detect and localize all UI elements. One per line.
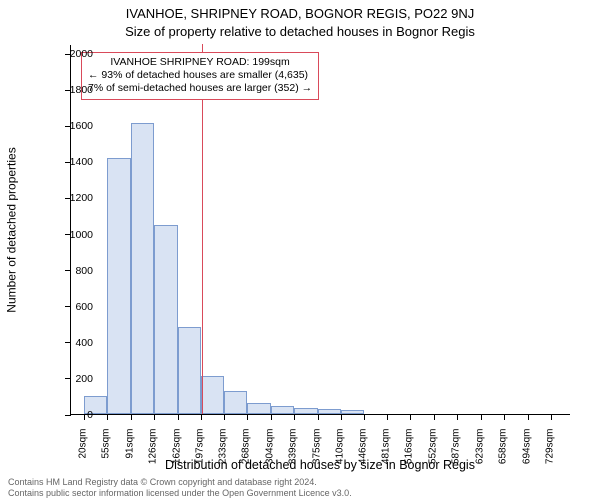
chart-container: { "chart": { "type": "histogram", "title… [0,0,600,500]
chart-title-line2: Size of property relative to detached ho… [0,24,600,39]
x-tick-label: 552sqm [428,429,439,469]
x-tick [178,414,179,420]
y-tick [65,306,71,307]
histogram-bar [318,409,341,414]
x-tick-label: 694sqm [521,429,532,469]
x-tick-label: 658sqm [497,429,508,469]
x-tick-label: 304sqm [265,429,276,469]
x-tick-label: 197sqm [194,429,205,469]
y-tick [65,342,71,343]
x-tick-label: 481sqm [381,429,392,469]
histogram-bar [224,391,247,414]
x-tick [481,414,482,420]
y-tick-label: 2000 [70,48,93,60]
x-tick-label: 162sqm [171,429,182,469]
x-tick-label: 126sqm [147,429,158,469]
x-tick-label: 446sqm [358,429,369,469]
x-tick [528,414,529,420]
histogram-bar [131,123,154,414]
y-axis-label: Number of detached properties [5,147,19,312]
info-box-line2: ← 93% of detached houses are smaller (4,… [88,69,312,82]
histogram-bar [201,376,225,414]
plot-area [70,45,570,415]
x-tick-label: 410sqm [334,429,345,469]
x-tick-label: 91sqm [124,429,135,469]
y-tick-label: 400 [75,337,93,349]
histogram-bar [341,410,365,414]
footer-attribution: Contains HM Land Registry data © Crown c… [8,477,352,498]
info-box-line1: IVANHOE SHRIPNEY ROAD: 199sqm [88,56,312,69]
x-tick [84,414,85,420]
x-tick [504,414,505,420]
x-tick [410,414,411,420]
y-tick-label: 1800 [70,84,93,96]
histogram-bar [271,406,294,414]
y-tick [65,378,71,379]
x-tick [294,414,295,420]
x-tick [434,414,435,420]
highlight-info-box: IVANHOE SHRIPNEY ROAD: 199sqm ← 93% of d… [81,52,319,100]
x-tick [457,414,458,420]
x-tick-label: 375sqm [311,429,322,469]
info-box-line3: 7% of semi-detached houses are larger (3… [88,82,312,95]
x-tick-label: 729sqm [544,429,555,469]
y-tick-label: 600 [75,301,93,313]
x-tick [387,414,388,420]
x-tick-label: 233sqm [218,429,229,469]
y-tick-label: 1200 [70,192,93,204]
x-tick [551,414,552,420]
x-tick-label: 339sqm [288,429,299,469]
y-tick [65,415,71,416]
x-tick-label: 587sqm [451,429,462,469]
x-tick [107,414,108,420]
y-tick-label: 0 [87,409,93,421]
histogram-bar [178,327,201,414]
y-tick-label: 1000 [70,229,93,241]
x-tick [154,414,155,420]
chart-title-line1: IVANHOE, SHRIPNEY ROAD, BOGNOR REGIS, PO… [0,6,600,21]
histogram-bar [107,158,131,414]
x-tick [131,414,132,420]
y-tick-label: 800 [75,265,93,277]
x-tick-label: 20sqm [78,429,89,469]
y-tick-label: 1600 [70,120,93,132]
x-tick [201,414,202,420]
histogram-bar [247,403,271,414]
x-tick-label: 55sqm [101,429,112,469]
footer-line2: Contains public sector information licen… [8,488,352,498]
y-axis-label-container: Number of detached properties [4,45,20,415]
x-tick [341,414,342,420]
y-tick [65,270,71,271]
x-tick [247,414,248,420]
y-tick-label: 200 [75,373,93,385]
y-tick-label: 1400 [70,156,93,168]
x-tick [271,414,272,420]
histogram-bar [294,408,318,414]
x-tick [364,414,365,420]
x-tick [224,414,225,420]
x-tick-label: 516sqm [404,429,415,469]
x-tick [318,414,319,420]
histogram-bar [154,225,178,415]
x-tick-label: 268sqm [241,429,252,469]
footer-line1: Contains HM Land Registry data © Crown c… [8,477,352,487]
x-tick-label: 623sqm [474,429,485,469]
